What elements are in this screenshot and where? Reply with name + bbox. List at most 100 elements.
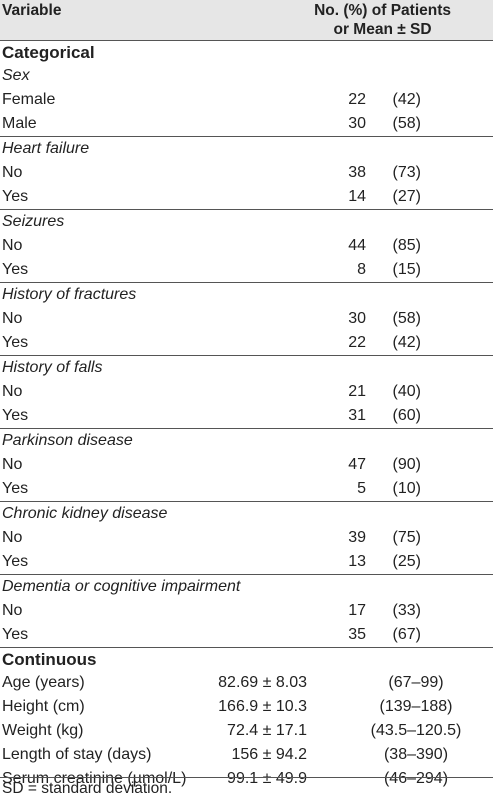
group-row: History of falls — [0, 355, 493, 380]
section-heading-row: Categorical — [0, 41, 493, 64]
table-row: Male 30 (58) — [0, 112, 493, 136]
table-row: Yes 5 (10) — [0, 477, 493, 501]
group-row: History of fractures — [0, 282, 493, 307]
table-row: Serum creatinine (µmol/L) 99.1 ± 49.9 (46–… — [0, 767, 493, 791]
range-cell: (67–99) — [388, 674, 444, 691]
table-row: No 44 (85) — [0, 234, 493, 258]
row-label: Yes — [2, 626, 29, 643]
group-row: Seizures — [0, 209, 493, 234]
percent-cell: (90) — [392, 456, 421, 473]
count-cell: 30 — [348, 115, 366, 132]
table-row: Length of stay (days) 156 ± 94.2 (38–390) — [0, 743, 493, 767]
group-label: History of fractures — [2, 286, 137, 303]
group-label: Seizures — [2, 213, 65, 230]
group-label: Chronic kidney disease — [2, 505, 168, 522]
group-row: Sex — [0, 64, 493, 88]
mean-sd-cell: 166.9 ± 10.3 — [218, 698, 307, 715]
table-row: No 30 (58) — [0, 307, 493, 331]
table-row: Yes 31 (60) — [0, 404, 493, 428]
percent-cell: (73) — [392, 164, 421, 181]
count-cell: 30 — [348, 310, 366, 327]
table-row: No 21 (40) — [0, 380, 493, 404]
table-row: No 17 (33) — [0, 599, 493, 623]
section-heading-categorical: Categorical — [2, 43, 95, 62]
table-row: Weight (kg) 72.4 ± 17.1 (43.5–120.5) — [0, 719, 493, 743]
count-cell: 39 — [348, 529, 366, 546]
row-label: No — [2, 456, 23, 473]
percent-cell: (42) — [392, 334, 421, 351]
statistic-header-line2: or Mean ± SD — [333, 21, 432, 38]
percent-cell: (33) — [392, 602, 421, 619]
count-cell: 22 — [348, 91, 366, 108]
group-label: Dementia or cognitive impairment — [2, 578, 241, 595]
table-row: Yes 35 (67) — [0, 623, 493, 647]
percent-cell: (15) — [392, 261, 421, 278]
row-label: No — [2, 529, 23, 546]
row-label: Weight (kg) — [2, 722, 84, 739]
table-body: Categorical Sex Female 22 (42) Male 30 (58) Hear… — [0, 41, 493, 791]
mean-sd-cell: 82.69 ± 8.03 — [218, 674, 307, 691]
table-row: Female 22 (42) — [0, 88, 493, 112]
percent-cell: (85) — [392, 237, 421, 254]
table-row: No 47 (90) — [0, 453, 493, 477]
percent-cell: (58) — [392, 310, 421, 327]
group-label: Heart failure — [2, 140, 90, 157]
table-footnote: SD = standard deviation. — [0, 777, 493, 800]
row-label: Serum creatinine (µmol/L) — [2, 770, 187, 787]
percent-cell: (75) — [392, 529, 421, 546]
group-label: Sex — [2, 67, 30, 84]
count-cell: 14 — [348, 188, 366, 205]
row-label: Yes — [2, 188, 29, 205]
statistic-header: No. (%) of Patients or Mean ± SD — [314, 1, 451, 39]
count-cell: 44 — [348, 237, 366, 254]
count-cell: 8 — [357, 261, 366, 278]
percent-cell: (27) — [392, 188, 421, 205]
group-label: Parkinson disease — [2, 432, 133, 449]
percent-cell: (60) — [392, 407, 421, 424]
group-label: History of falls — [2, 359, 103, 376]
mean-sd-cell: 156 ± 94.2 — [231, 746, 307, 763]
count-cell: 17 — [348, 602, 366, 619]
row-label: No — [2, 602, 23, 619]
table-row: Yes 14 (27) — [0, 185, 493, 209]
range-cell: (43.5–120.5) — [370, 722, 462, 739]
percent-cell: (67) — [392, 626, 421, 643]
table-row: No 38 (73) — [0, 161, 493, 185]
mean-sd-cell: 99.1 ± 49.9 — [227, 770, 307, 787]
percent-cell: (10) — [392, 480, 421, 497]
table-row: Age (years) 82.69 ± 8.03 (67–99) — [0, 671, 493, 695]
row-label: No — [2, 237, 23, 254]
count-cell: 35 — [348, 626, 366, 643]
group-row: Heart failure — [0, 136, 493, 161]
range-cell: (38–390) — [383, 746, 449, 763]
row-label: Yes — [2, 480, 29, 497]
variable-header: Variable — [2, 2, 62, 19]
row-label: Age (years) — [2, 674, 85, 691]
percent-cell: (58) — [392, 115, 421, 132]
count-cell: 13 — [348, 553, 366, 570]
row-label: Female — [2, 91, 56, 108]
row-label: Male — [2, 115, 37, 132]
row-label: No — [2, 383, 23, 400]
table-row: Yes 8 (15) — [0, 258, 493, 282]
mean-sd-cell: 72.4 ± 17.1 — [227, 722, 307, 739]
row-label: No — [2, 164, 23, 181]
section-heading-continuous: Continuous — [2, 650, 97, 669]
table-row: Yes 22 (42) — [0, 331, 493, 355]
count-cell: 47 — [348, 456, 366, 473]
statistic-header-line1: No. (%) of Patients — [314, 2, 451, 19]
count-cell: 38 — [348, 164, 366, 181]
percent-cell: (40) — [392, 383, 421, 400]
count-cell: 22 — [348, 334, 366, 351]
table-row: Yes 13 (25) — [0, 550, 493, 574]
section-heading-row: Continuous — [0, 647, 493, 671]
table-row: No 39 (75) — [0, 526, 493, 550]
row-label: Yes — [2, 334, 29, 351]
row-label: No — [2, 310, 23, 327]
percent-cell: (42) — [392, 91, 421, 108]
count-cell: 21 — [348, 383, 366, 400]
row-label: Length of stay (days) — [2, 746, 152, 763]
row-label: Yes — [2, 407, 29, 424]
count-cell: 5 — [357, 480, 366, 497]
